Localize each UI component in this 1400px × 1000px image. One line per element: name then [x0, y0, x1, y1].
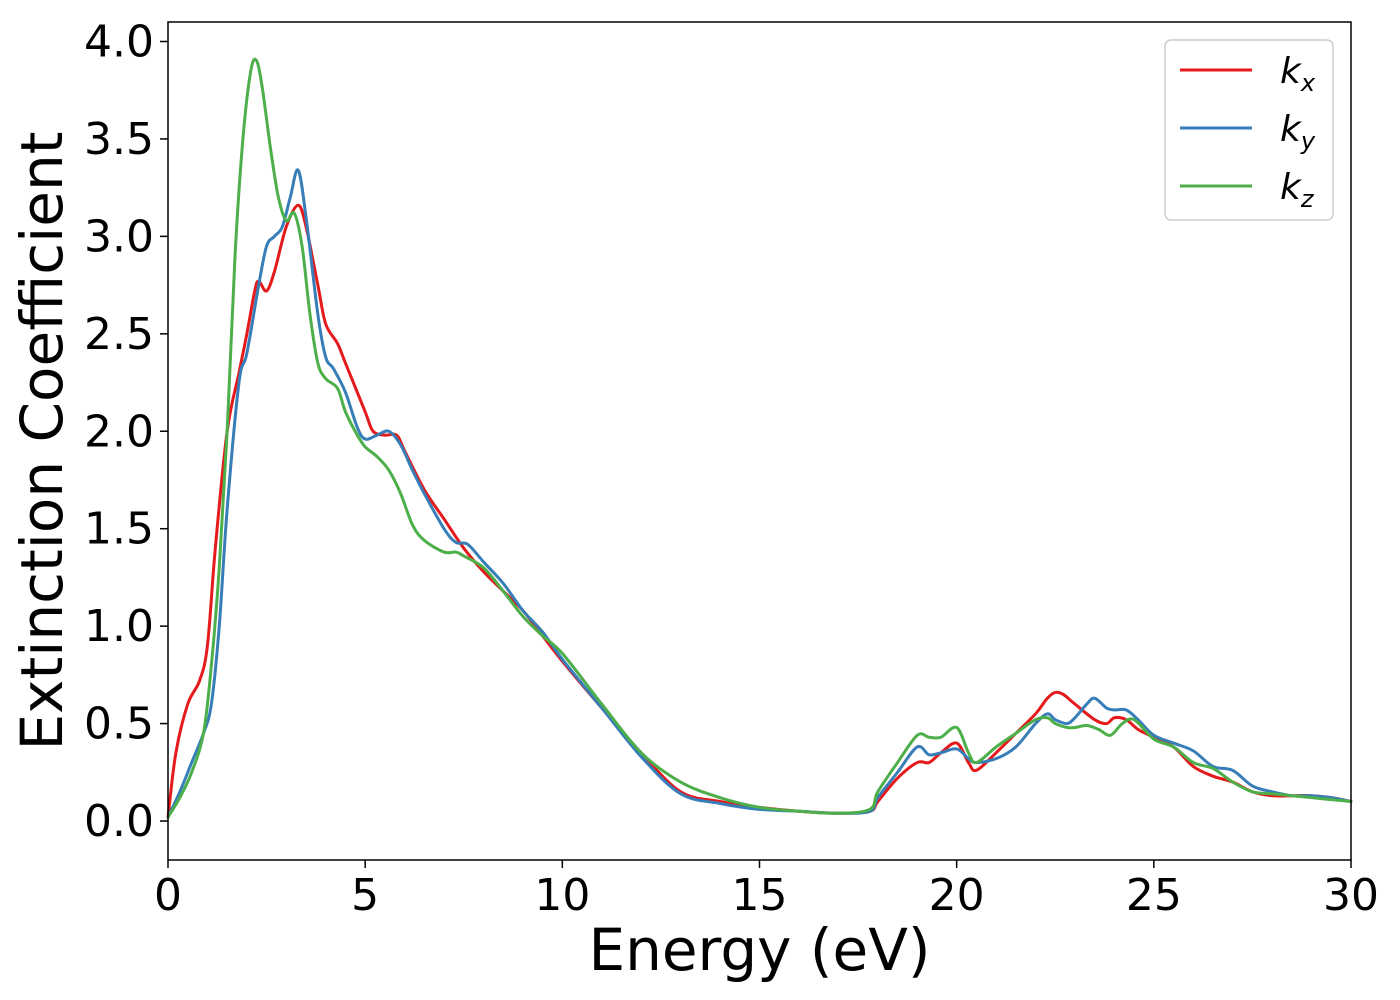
x-tick-label: 25 [1126, 870, 1182, 921]
series-line-ky [166, 168, 1353, 819]
y-tick-label: 3.5 [84, 114, 154, 165]
y-tick-label: 3.0 [84, 211, 154, 262]
x-tick-label: 15 [732, 870, 788, 921]
y-tick-label: 2.0 [84, 406, 154, 457]
plot-frame [167, 21, 1352, 861]
y-tick-label: 0.5 [84, 699, 154, 750]
x-tick-label: 0 [154, 870, 182, 921]
legend-label-ky: ky [1280, 109, 1316, 155]
x-tick-label: 5 [351, 870, 379, 921]
y-axis-ticks: 0.0 0.5 1.0 1.5 2.0 2.5 3.0 3.5 4.0 [84, 16, 168, 847]
y-tick-label: 1.0 [84, 601, 154, 652]
y-tick-label: 1.5 [84, 504, 154, 555]
x-tick-label: 10 [534, 870, 590, 921]
legend-box [1164, 39, 1334, 221]
y-tick-label: 4.0 [84, 16, 154, 67]
x-tick-label: 30 [1323, 870, 1379, 921]
x-axis-label: Energy (eV) [588, 916, 930, 984]
y-tick-label: 0.0 [84, 796, 154, 847]
x-tick-label: 20 [929, 870, 985, 921]
series-layer [166, 57, 1353, 819]
x-axis-ticks: 0 5 10 15 20 25 30 [154, 860, 1379, 921]
plot-background [168, 22, 1351, 860]
series-line-kz [166, 57, 1353, 819]
y-tick-label: 2.5 [84, 309, 154, 360]
y-axis-label: Extinction Coefficient [8, 132, 76, 751]
